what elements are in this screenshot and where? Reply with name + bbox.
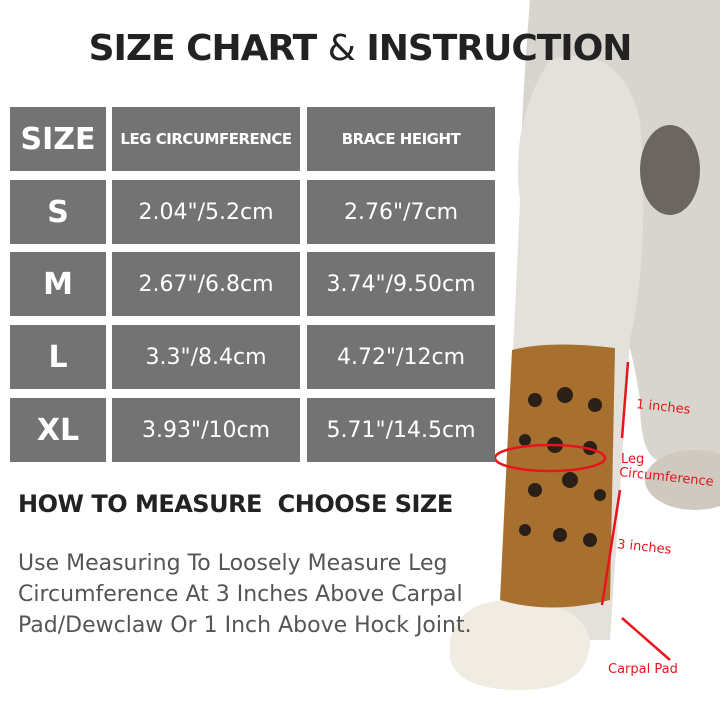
header-brace-height: BRACE HEIGHT [307, 107, 495, 171]
page-title: SIZE CHART & INSTRUCTION [88, 28, 633, 69]
height-cell: 2.76"/7cm [307, 180, 495, 244]
label-leg: Leg [621, 452, 645, 467]
circumference-cell: 2.04"/5.2cm [112, 180, 300, 244]
header-leg-circumference: LEG CIRCUMFERENCE [112, 107, 300, 171]
circumference-cell: 3.3"/8.4cm [112, 325, 300, 389]
dog-leg-photo [450, 0, 720, 690]
circumference-cell: 2.67"/6.8cm [112, 252, 300, 316]
dog-dark-patch [640, 125, 700, 215]
brace [500, 344, 615, 608]
how-to-description: Use Measuring To Loosely Measure Leg Cir… [18, 551, 472, 638]
header-size: SIZE [10, 107, 106, 171]
size-cell: L [10, 325, 106, 389]
circumference-ring [493, 443, 607, 473]
height-cell: 3.74"/9.50cm [307, 252, 495, 316]
dog-paw [450, 600, 590, 690]
size-cell: M [10, 252, 106, 316]
size-cell: XL [10, 398, 106, 462]
how-to-heading: HOW TO MEASURE CHOOSE SIZE [18, 490, 453, 518]
size-cell: S [10, 180, 106, 244]
height-cell: 5.71"/14.5cm [307, 398, 495, 462]
dog-back-paw [645, 450, 720, 510]
height-cell: 4.72"/12cm [307, 325, 495, 389]
measure-arrows [600, 361, 671, 661]
leopard-spots [519, 387, 606, 547]
label-carpal-pad: Carpal Pad [608, 662, 678, 677]
circumference-cell: 3.93"/10cm [112, 398, 300, 462]
